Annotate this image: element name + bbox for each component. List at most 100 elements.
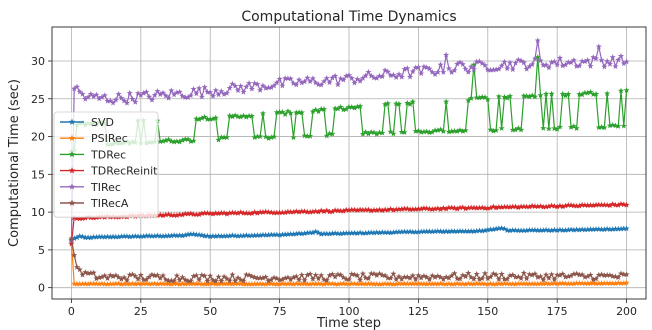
data-point — [343, 72, 350, 79]
data-point — [82, 234, 89, 241]
data-point — [187, 210, 194, 217]
data-point — [107, 280, 114, 287]
data-point — [93, 275, 100, 282]
data-point — [345, 276, 353, 283]
data-point — [609, 54, 616, 60]
data-point — [171, 280, 178, 287]
data-point — [456, 227, 464, 234]
data-point — [204, 280, 211, 287]
data-point — [182, 136, 189, 142]
data-point — [615, 225, 622, 232]
data-point — [612, 280, 619, 287]
data-point — [243, 209, 250, 216]
legend-marker — [68, 150, 76, 158]
data-point — [262, 84, 269, 91]
data-point — [556, 54, 563, 61]
data-point — [179, 274, 186, 280]
data-point — [590, 202, 597, 209]
data-point — [537, 202, 544, 209]
data-point — [531, 280, 539, 287]
data-point — [537, 57, 544, 64]
data-point — [518, 275, 525, 282]
data-point — [468, 63, 475, 70]
data-point — [362, 206, 369, 213]
data-point — [459, 61, 466, 67]
data-point — [545, 125, 552, 132]
data-point — [73, 234, 81, 241]
data-point — [326, 208, 333, 215]
data-point — [573, 125, 580, 131]
data-point — [240, 88, 247, 95]
data-point — [470, 61, 477, 68]
data-point — [318, 272, 325, 278]
data-point — [581, 226, 588, 233]
data-point — [543, 226, 550, 233]
data-point — [456, 204, 464, 211]
data-point — [271, 133, 278, 140]
data-point — [373, 74, 380, 81]
data-point — [271, 280, 278, 287]
data-point — [209, 115, 217, 122]
data-point — [509, 203, 516, 210]
data-point — [451, 67, 458, 73]
data-point — [315, 229, 322, 236]
data-point — [440, 228, 447, 235]
data-point — [509, 226, 516, 233]
data-point — [104, 233, 111, 240]
data-point — [412, 64, 419, 71]
data-point — [171, 232, 178, 238]
data-point — [407, 228, 414, 235]
data-point — [237, 113, 244, 120]
data-point — [229, 113, 236, 120]
data-point — [484, 66, 491, 73]
data-point — [384, 206, 391, 213]
data-point — [390, 270, 397, 277]
data-point — [423, 64, 430, 71]
data-point — [126, 233, 133, 240]
data-point — [481, 270, 489, 276]
data-point — [173, 272, 180, 279]
data-point — [468, 280, 475, 287]
data-point — [251, 80, 258, 86]
data-point — [495, 225, 502, 232]
data-point — [531, 55, 539, 62]
data-point — [82, 269, 89, 275]
data-point — [537, 280, 544, 287]
data-point — [559, 62, 566, 69]
data-point — [254, 133, 261, 140]
data-point — [82, 280, 89, 287]
data-point — [387, 128, 394, 135]
data-point — [276, 209, 283, 216]
data-point — [504, 275, 511, 282]
data-point — [96, 280, 103, 287]
data-point — [481, 280, 489, 287]
data-point — [404, 273, 411, 280]
data-point — [390, 280, 397, 287]
data-point — [337, 207, 344, 214]
data-point — [173, 89, 180, 96]
data-point — [212, 210, 219, 216]
data-point — [470, 275, 477, 282]
data-point — [598, 280, 605, 286]
data-point — [273, 109, 280, 116]
data-point — [407, 206, 414, 213]
data-point — [165, 277, 172, 284]
data-point — [612, 225, 619, 232]
data-point — [312, 280, 319, 287]
data-point — [529, 202, 536, 209]
data-point — [454, 128, 461, 134]
data-point — [73, 280, 81, 287]
data-point — [401, 280, 408, 287]
data-point — [384, 100, 391, 106]
data-point — [146, 273, 153, 280]
data-point — [159, 89, 167, 96]
data-point — [579, 226, 586, 233]
data-point — [506, 203, 514, 210]
data-point — [401, 66, 408, 72]
data-point — [420, 272, 427, 279]
data-point — [554, 61, 561, 68]
data-point — [196, 211, 203, 218]
data-point — [387, 205, 394, 212]
data-point — [434, 69, 441, 75]
data-point — [568, 280, 575, 287]
